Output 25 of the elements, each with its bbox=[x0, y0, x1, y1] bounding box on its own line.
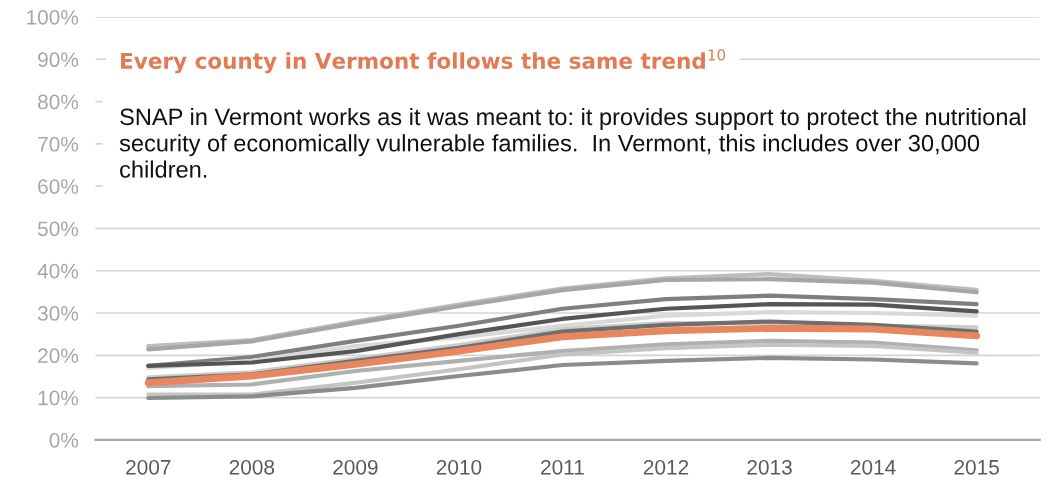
line-series bbox=[146, 338, 979, 389]
y-tick-label: 70% bbox=[38, 136, 79, 152]
x-tick-label: 2008 bbox=[229, 459, 275, 475]
annotation: SNAP in Vermont works as it was meant to: it provides support to protect the nutritional security of economically vulnerable families. In Vermont, this includes over 30,000 children. bbox=[119, 107, 1026, 178]
y-tick-label: 90% bbox=[38, 52, 79, 68]
text: Every county in Vermont follows the same trend$^{10}$ bbox=[121, 49, 726, 74]
line-series bbox=[146, 355, 979, 401]
y-tick-label: 100% bbox=[27, 9, 79, 25]
x-tick-label: 2007 bbox=[126, 459, 171, 475]
y-tick-label: 0% bbox=[49, 432, 79, 448]
y-tick-label: 50% bbox=[37, 221, 79, 237]
y-tick-label: 40% bbox=[37, 263, 79, 279]
y-tick-label: 60% bbox=[38, 179, 79, 194]
x-tick-label: 2011 bbox=[541, 459, 584, 475]
x-tick-label: 2014 bbox=[850, 459, 896, 475]
x-tick-label: 2012 bbox=[643, 459, 689, 475]
y-tick-label: 20% bbox=[38, 348, 79, 364]
x-tick-label: 2009 bbox=[333, 459, 378, 475]
y-tick-label: 30% bbox=[37, 306, 79, 321]
y-tick-label: 80% bbox=[38, 94, 79, 110]
line-series bbox=[146, 342, 979, 397]
x-tick-label: 2010 bbox=[436, 459, 482, 475]
x-tick-label: 2015 bbox=[954, 459, 999, 475]
x-tick-label: 2013 bbox=[747, 459, 792, 475]
y-tick-label: 10% bbox=[38, 390, 79, 406]
